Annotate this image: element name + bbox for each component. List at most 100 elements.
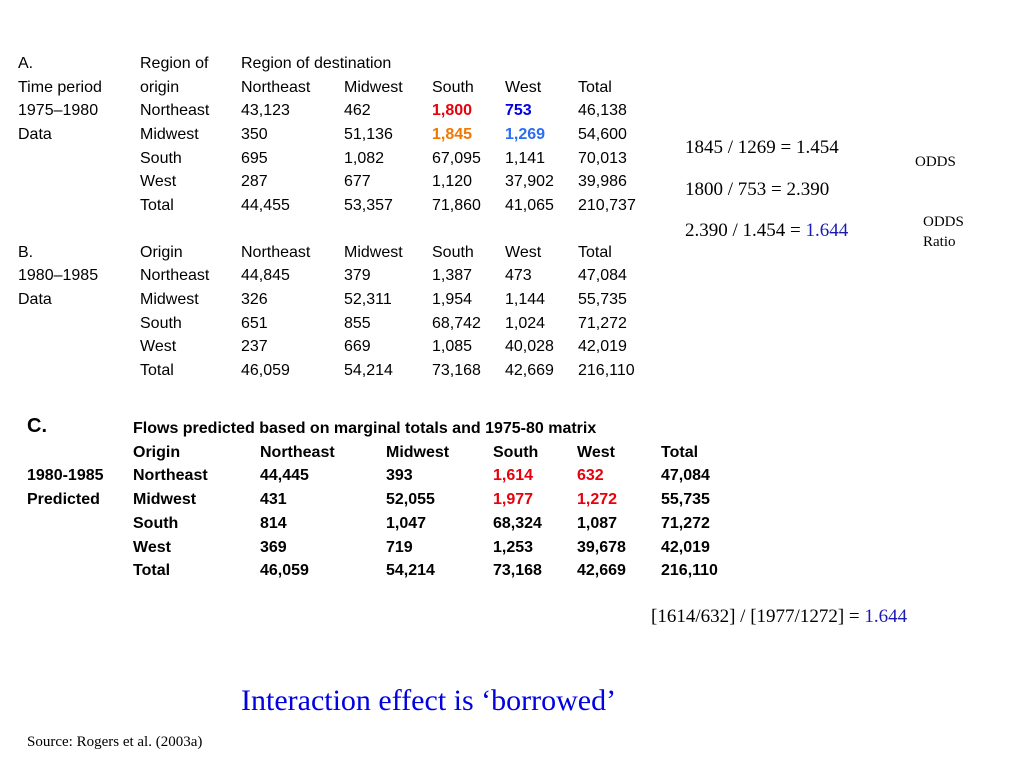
table-b-header-cell: West — [505, 244, 542, 261]
table-c-header-cell: Midwest — [386, 444, 450, 461]
table-b-period: 1980–1985 — [18, 267, 99, 284]
table-b-header-cell: Total — [578, 244, 612, 261]
table-c-cell-highlight: 632 — [577, 467, 604, 484]
table-b-header-cell: Northeast — [241, 244, 311, 261]
table-a-cell: 51,136 — [344, 126, 393, 143]
table-a-cell: Total — [140, 197, 174, 214]
table-c-cell: Total — [133, 562, 171, 579]
table-c-period: 1980-1985 — [27, 467, 104, 484]
table-b-cell: 54,214 — [344, 362, 393, 379]
source-note: Source: Rogers et al. (2003a) — [27, 734, 203, 750]
table-c-cell: 1,253 — [493, 539, 534, 556]
table-a-cell: 1,141 — [505, 150, 546, 167]
table-a-cell: 70,013 — [578, 150, 627, 167]
table-c-cell: West — [133, 539, 171, 556]
table-b-cell: 52,311 — [344, 291, 392, 308]
table-c-cell: Northeast — [133, 467, 208, 484]
table-b-cell: Northeast — [140, 267, 210, 284]
table-b-cell: 669 — [344, 338, 371, 355]
table-a-cell: 695 — [241, 150, 268, 167]
table-a-cell-highlight: 1,800 — [432, 102, 473, 119]
table-b-cell: 42,019 — [578, 338, 627, 355]
table-b-cell: Midwest — [140, 291, 199, 308]
table-a-header-cell: Northeast — [241, 79, 311, 96]
table-a-cell: 67,095 — [432, 150, 481, 167]
table-a-cell: 46,138 — [578, 102, 627, 119]
table-b-cell: South — [140, 315, 182, 332]
table-b-header-cell: South — [432, 244, 474, 261]
table-b-cell: 326 — [241, 291, 268, 308]
table-a-cell: 43,123 — [241, 102, 290, 119]
table-b-cell: 473 — [505, 267, 532, 284]
table-b-cell: 42,669 — [505, 362, 554, 379]
table-a-header-cell: Time period — [18, 79, 102, 96]
table-a-cell: 677 — [344, 173, 371, 190]
odds-ratio-calc-prefix: 2.390 / 1.454 = — [685, 220, 806, 241]
table-b-header-cell: B. — [18, 244, 34, 261]
table-c-title: Flows predicted based on marginal totals… — [133, 420, 597, 437]
table-b-cell: Total — [140, 362, 174, 379]
table-c-cell: 1,047 — [386, 515, 427, 532]
table-a-cell: 462 — [344, 102, 371, 119]
odds-ratio-value: 1.644 — [805, 220, 849, 241]
table-b-cell: 1,954 — [432, 291, 473, 308]
table-c-header-cell: Origin — [133, 444, 181, 461]
odds-ratio-label-line2: Ratio — [923, 234, 956, 250]
table-a-label: A. — [18, 55, 34, 72]
table-c-cell: 73,168 — [493, 562, 542, 579]
predicted-odds-ratio-value: 1.644 — [864, 606, 908, 627]
table-a-cell: Northeast — [140, 102, 210, 119]
predicted-odds-ratio-formula: [1614/632] / [1977/1272] = 1.644 — [651, 607, 907, 627]
table-a-header-cell: South — [432, 79, 474, 96]
table-b-cell: 651 — [241, 315, 268, 332]
table-a-cell: 210,737 — [578, 197, 636, 214]
table-c-cell: 1,087 — [577, 515, 618, 532]
table-a-cell: 41,065 — [505, 197, 554, 214]
table-a-period: 1975–1980 — [18, 102, 99, 119]
table-c-cell: 431 — [260, 491, 287, 508]
predicted-odds-ratio-prefix: [1614/632] / [1977/1272] = — [651, 606, 865, 627]
table-c-cell: 55,735 — [661, 491, 710, 508]
table-b-cell: 47,084 — [578, 267, 627, 284]
table-b-cell: 46,059 — [241, 362, 290, 379]
table-c-cell: 719 — [386, 539, 413, 556]
table-a-region-of: Region of — [140, 55, 209, 72]
table-a-header-cell: origin — [140, 79, 180, 96]
table-b-cell: 1,387 — [432, 267, 473, 284]
odds-ratio-calc-line: 2.390 / 1.454 = 1.644 — [685, 221, 848, 241]
table-b-cell: 237 — [241, 338, 268, 355]
table-a-cell: 287 — [241, 173, 268, 190]
table-c-cell: 39,678 — [577, 539, 626, 556]
table-c-cell: 71,272 — [661, 515, 710, 532]
table-a-cell: 1,082 — [344, 150, 385, 167]
table-a-header-cell: Midwest — [344, 79, 403, 96]
odds-ratio-label-line1: ODDS — [923, 214, 964, 230]
table-a-cell: 37,902 — [505, 173, 554, 190]
table-a-header-cell: Total — [578, 79, 612, 96]
table-c-cell-highlight: 1,272 — [577, 491, 618, 508]
table-b-header-cell: Origin — [140, 244, 183, 261]
table-a-cell-highlight: 1,269 — [505, 126, 546, 143]
table-a-header-cell: West — [505, 79, 542, 96]
table-c-cell: 42,019 — [661, 539, 710, 556]
table-b-cell: 68,742 — [432, 315, 481, 332]
table-c-cell-highlight: 1,614 — [493, 467, 534, 484]
table-a-cell: West — [140, 173, 177, 190]
table-c-label: C. — [27, 415, 47, 437]
table-c-cell: 42,669 — [577, 562, 626, 579]
table-c-cell: 68,324 — [493, 515, 542, 532]
table-c-cell: 46,059 — [260, 562, 309, 579]
table-b-cell: 216,110 — [578, 362, 635, 379]
table-a-cell: South — [140, 150, 182, 167]
table-c-cell: 54,214 — [386, 562, 435, 579]
table-b-cell: 379 — [344, 267, 371, 284]
table-c-cell: 44,445 — [260, 467, 309, 484]
table-a-region-destination: Region of destination — [241, 55, 392, 72]
table-b-cell: 40,028 — [505, 338, 554, 355]
table-b-cell: 71,272 — [578, 315, 627, 332]
odds-label: ODDS — [915, 154, 956, 170]
table-b-cell: 73,168 — [432, 362, 481, 379]
table-c-cell: 47,084 — [661, 467, 710, 484]
table-c-cell: Midwest — [133, 491, 197, 508]
table-b-cell: 44,845 — [241, 267, 290, 284]
